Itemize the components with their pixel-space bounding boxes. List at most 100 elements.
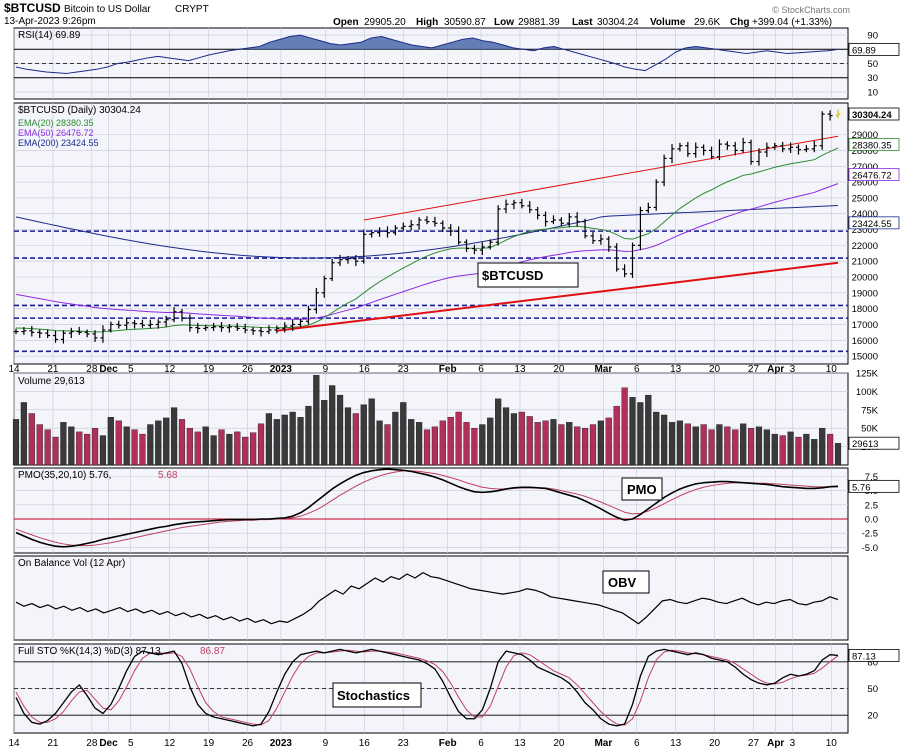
- x-tick-label: 21: [47, 364, 59, 375]
- high-label: High: [416, 17, 438, 28]
- x-tick-label: 9: [323, 364, 329, 375]
- volume-bar: [487, 417, 494, 466]
- volume-bar: [653, 411, 660, 466]
- x-tick-label: Mar: [594, 364, 612, 375]
- y-tick-label: 10: [867, 87, 878, 98]
- volume-bar: [210, 435, 217, 466]
- volume-bar: [281, 414, 288, 466]
- sto-title: Full STO %K(14,3) %D(3) 87.13,: [18, 646, 163, 657]
- volume-bar: [131, 429, 138, 466]
- volume-bar: [447, 417, 454, 466]
- volume-bar: [795, 436, 802, 466]
- volume-bar: [186, 428, 193, 466]
- last-value-badge: [848, 649, 900, 662]
- y-tick-label: 2.5: [865, 500, 878, 511]
- x-tick-label: Dec: [99, 738, 118, 749]
- y-tick-label: 24000: [852, 209, 878, 220]
- x-tick-label: 10: [826, 738, 838, 749]
- y-tick-label: 30: [867, 73, 878, 84]
- x-tick-label: 14: [8, 738, 20, 749]
- sto-annotation-label: Stochastics: [337, 688, 410, 703]
- y-tick-label: 19000: [852, 288, 878, 299]
- last-value: 30304.24: [597, 17, 639, 28]
- obv-annotation-label: OBV: [608, 575, 637, 590]
- volume-bar: [408, 419, 415, 466]
- volume-bar: [336, 394, 344, 466]
- volume-bar: [763, 429, 770, 466]
- volume-bar: [170, 407, 178, 466]
- symbol-label[interactable]: $BTCUSD: [4, 1, 61, 15]
- panel-frame: [13, 467, 849, 554]
- x-tick-label: 12: [164, 738, 176, 749]
- ema-last-label: 26476.72: [852, 171, 892, 182]
- last-value-badge: [848, 436, 900, 450]
- volume-bar: [123, 426, 130, 466]
- exchange-label: CRYPT: [175, 4, 209, 15]
- last-label: Last: [572, 17, 593, 28]
- x-tick-label: 10: [826, 364, 838, 375]
- y-tick-label: 20: [867, 711, 878, 722]
- volume-bar: [755, 426, 763, 466]
- volume-bar: [20, 402, 27, 466]
- y-tick-label: 90: [867, 31, 878, 42]
- volume-bar: [479, 424, 486, 466]
- volume-bar: [803, 433, 810, 466]
- y-tick-label: 29000: [852, 130, 878, 141]
- x-tick-label: Feb: [439, 738, 457, 749]
- price-annotation-box: [477, 262, 579, 288]
- x-tick-label: Feb: [439, 364, 457, 375]
- volume-label: Volume: [650, 17, 686, 28]
- y-tick-label: 75K: [861, 405, 879, 416]
- rsi-title: RSI(14) 69.89: [18, 30, 81, 41]
- x-tick-label: 20: [709, 364, 721, 375]
- y-tick-label: 7.5: [865, 472, 878, 483]
- volume-bar: [502, 407, 510, 466]
- price-annotation-label: $BTCUSD: [482, 268, 543, 283]
- x-tick-label: 28: [86, 738, 98, 749]
- ema200-line: [15, 205, 839, 259]
- volume-bar: [463, 422, 470, 466]
- volume-bar: [542, 420, 549, 466]
- y-tick-label: 27000: [852, 162, 878, 173]
- obv-annotation-box: [602, 570, 650, 594]
- x-tick-label: 19: [203, 364, 215, 375]
- x-tick-label: Mar: [594, 738, 612, 749]
- volume-bar: [629, 397, 636, 466]
- chart-header: $BTCUSD Bitcoin to US Dollar CRYPT 13-Ap…: [4, 1, 850, 28]
- volume-bar: [771, 433, 778, 466]
- y-tick-label: 0.0: [865, 515, 878, 526]
- volume-bar: [28, 413, 35, 466]
- x-tick-label: 28: [86, 364, 98, 375]
- volume-bar: [360, 404, 367, 466]
- volume-bar: [234, 431, 241, 466]
- volume-bar: [107, 417, 114, 466]
- symbol-name: Bitcoin to US Dollar: [64, 4, 151, 15]
- x-tick-label: 3: [790, 738, 796, 749]
- volume-bar: [305, 405, 312, 466]
- volume-bar: [747, 428, 755, 466]
- low-label: Low: [494, 17, 514, 28]
- y-tick-label: 28000: [852, 146, 878, 157]
- last-value-badge: [848, 479, 900, 493]
- x-tick-label: Apr: [767, 364, 784, 375]
- y-tick-label: 22000: [852, 241, 878, 252]
- x-tick-label: 19: [203, 738, 215, 749]
- x-tick-label: 5: [128, 738, 134, 749]
- volume-bar: [257, 423, 265, 466]
- volume-bar: [645, 394, 652, 466]
- low-value: 29881.39: [518, 17, 560, 28]
- volume-bar: [431, 426, 438, 466]
- y-tick-label: 17000: [852, 320, 878, 331]
- volume-bar: [52, 436, 59, 466]
- x-tick-label: 23: [398, 364, 410, 375]
- y-tick-label: -2.5: [862, 529, 878, 540]
- volume-bar: [36, 424, 43, 466]
- obv-line: [15, 572, 839, 625]
- volume-bar: [289, 411, 296, 466]
- sto-k-line: [15, 648, 839, 727]
- x-tick-label: 13: [670, 364, 682, 375]
